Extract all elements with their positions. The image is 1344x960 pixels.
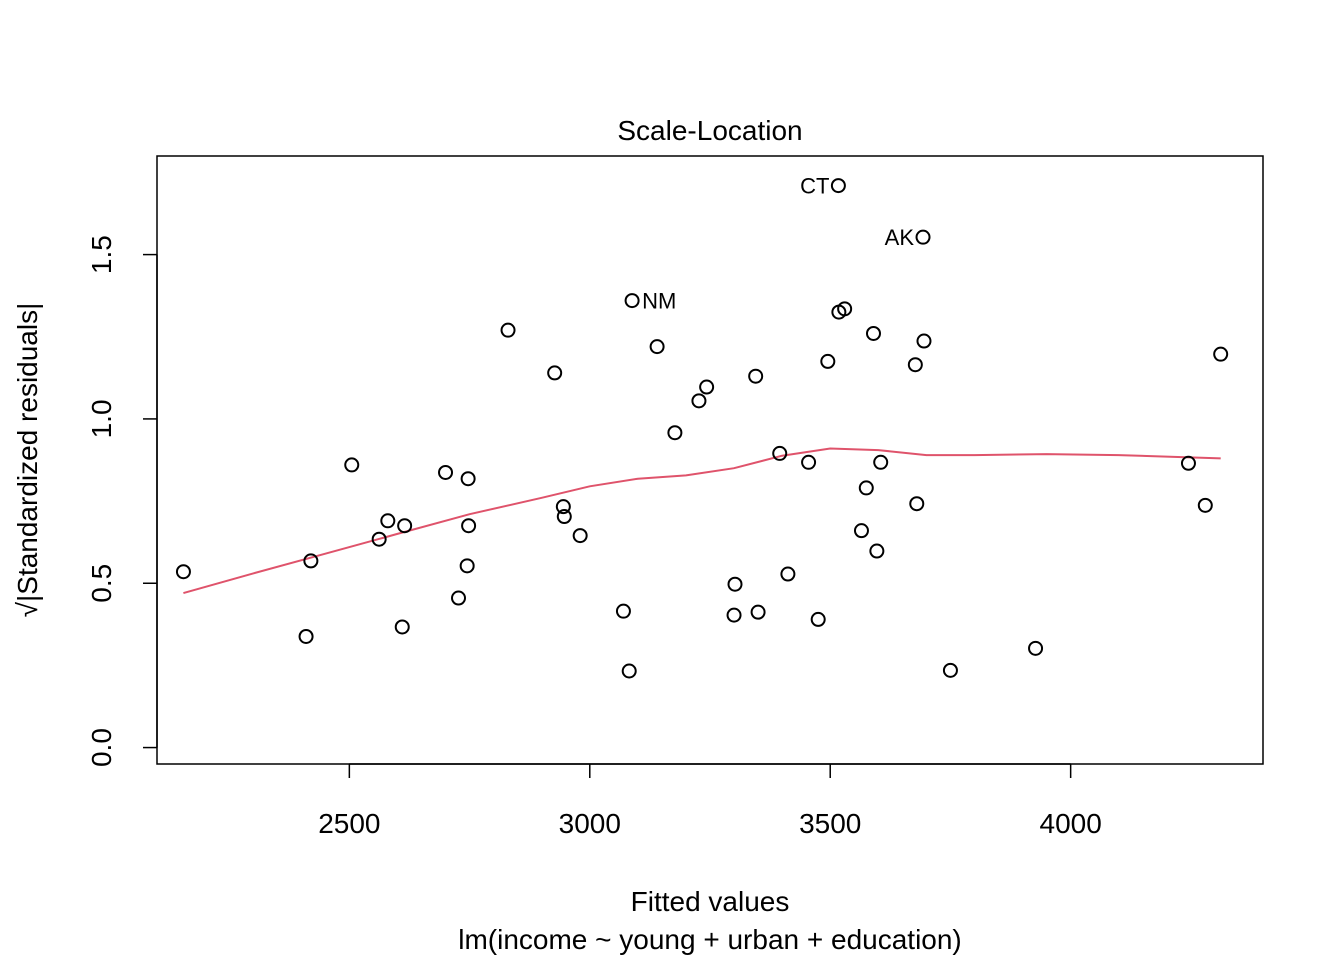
data-point [726, 607, 742, 623]
data-point [344, 457, 360, 473]
data-point [830, 178, 846, 194]
data-point [621, 663, 637, 679]
x-tick-label: 2500 [318, 808, 380, 839]
labels-layer: NM CT AK [642, 174, 914, 314]
data-point [438, 464, 454, 480]
plot-frame [156, 155, 1264, 765]
data-point [915, 229, 931, 245]
data-point [865, 325, 881, 341]
data-point [649, 339, 665, 355]
data-point [615, 603, 631, 619]
data-point [555, 499, 571, 515]
data-point [869, 543, 885, 559]
data-point [371, 531, 387, 547]
data-point [459, 558, 475, 574]
point-label: AK [885, 225, 915, 250]
y-axis: 0.0 0.5 1.0 1.5 [86, 235, 158, 767]
y-tick-label: 0.5 [86, 564, 117, 603]
data-point [397, 518, 413, 534]
data-point [858, 480, 874, 496]
data-point [624, 293, 640, 309]
data-point [394, 619, 410, 635]
y-tick-label: 1.0 [86, 399, 117, 438]
data-point [750, 604, 766, 620]
data-point [500, 322, 516, 338]
data-point [837, 301, 853, 317]
y-tick-label: 0.0 [86, 728, 117, 767]
x-axis-title: Fitted values [631, 886, 790, 917]
data-point [942, 662, 958, 678]
data-point [1180, 455, 1196, 471]
chart-title: Scale-Location [617, 115, 802, 146]
y-tick-label: 1.5 [86, 235, 117, 274]
data-point [853, 523, 869, 539]
data-point [380, 513, 396, 529]
data-point [748, 368, 764, 384]
data-point [873, 454, 889, 470]
data-point [916, 333, 932, 349]
data-point [298, 628, 314, 644]
data-point [772, 445, 788, 461]
point-label: NM [642, 289, 676, 314]
x-tick-label: 3500 [799, 808, 861, 839]
x-tick-label: 4000 [1040, 808, 1102, 839]
data-point [1213, 346, 1229, 362]
data-point [461, 518, 477, 534]
data-point [801, 454, 817, 470]
data-point [667, 425, 683, 441]
data-point [691, 393, 707, 409]
data-point [820, 353, 836, 369]
data-point [460, 471, 476, 487]
data-point [451, 590, 467, 606]
data-point [907, 357, 923, 373]
smooth-layer [183, 447, 1221, 595]
point-label: CT [800, 174, 829, 199]
data-point [556, 509, 572, 525]
data-point [1197, 497, 1213, 513]
x-tick-label: 3000 [559, 808, 621, 839]
data-point [727, 576, 743, 592]
x-axis-subtitle: lm(income ~ young + urban + education) [458, 924, 962, 955]
data-point [699, 379, 715, 395]
data-point [1028, 640, 1044, 656]
data-point [810, 611, 826, 627]
data-point [780, 566, 796, 582]
x-axis: 2500 3000 3500 4000 [318, 763, 1102, 839]
data-point [547, 365, 563, 381]
y-axis-title: √|Standardized residuals| [12, 303, 43, 618]
data-point [909, 496, 925, 512]
data-point [572, 528, 588, 544]
points-layer [175, 178, 1229, 679]
smooth-line [183, 447, 1221, 595]
data-point [175, 564, 191, 580]
data-point [303, 553, 319, 569]
